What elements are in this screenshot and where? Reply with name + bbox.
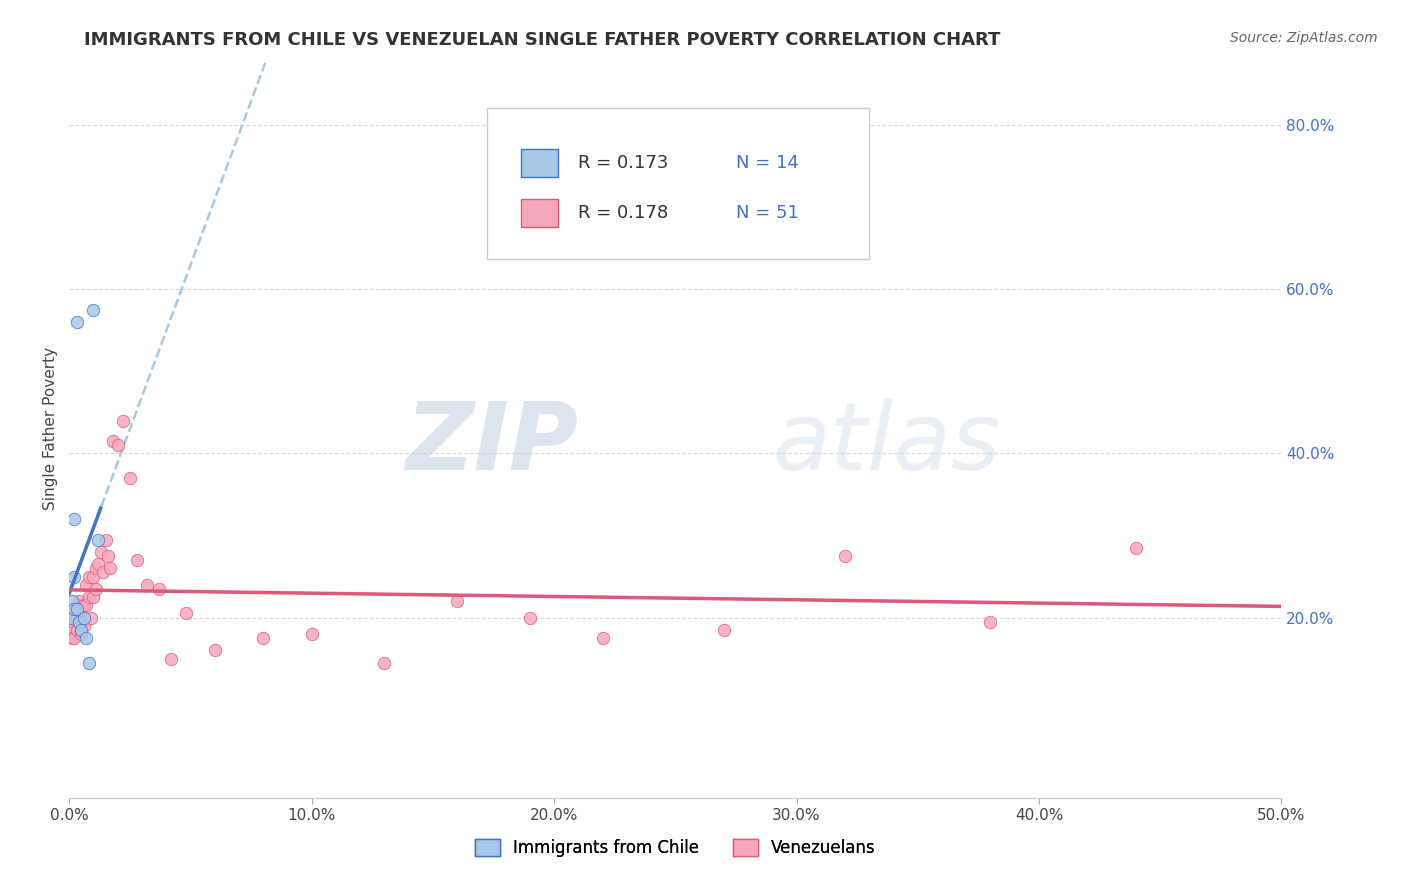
Point [204,643,226,657]
Point [101,434,124,449]
Point [713,623,735,637]
Point [77,590,100,604]
Y-axis label: Single Father Poverty: Single Father Poverty [44,347,58,510]
Point [82,302,104,317]
Point [65,602,87,616]
Text: ZIP: ZIP [405,398,578,490]
Point [67,615,90,629]
Point [111,414,134,428]
Point [301,627,323,641]
Point [84,582,107,596]
Point [73,619,96,633]
Point [63,615,86,629]
Point [446,594,468,608]
Point [70,623,93,637]
Point [82,569,104,583]
Text: R = 0.173: R = 0.173 [578,153,669,172]
Point [107,438,129,452]
Point [65,599,87,613]
Point [252,631,274,645]
Legend: Immigrants from Chile, Venezuelans: Immigrants from Chile, Venezuelans [468,832,883,863]
Point [60,623,83,637]
Point [70,627,93,641]
Point [60,631,83,645]
Point [65,610,87,624]
Point [75,578,97,592]
Point [592,631,614,645]
Point [60,594,83,608]
Point [75,599,97,613]
Text: atlas: atlas [772,398,1001,489]
Text: N = 14: N = 14 [735,153,799,172]
Point [97,549,120,563]
Point [834,549,856,563]
Point [91,566,114,580]
Point [100,561,122,575]
Point [70,602,93,616]
Point [84,561,107,575]
Point [87,558,110,572]
Point [63,569,86,583]
Point [979,615,1001,629]
Point [82,590,104,604]
Point [118,471,141,485]
Bar [522,199,558,227]
Point [148,582,170,596]
Point [127,553,149,567]
Text: Source: ZipAtlas.com: Source: ZipAtlas.com [1230,31,1378,45]
Point [65,315,87,329]
Point [160,651,183,665]
Point [60,610,83,624]
Point [65,623,87,637]
Point [63,602,86,616]
Point [73,599,96,613]
Point [373,656,395,670]
Point [77,569,100,583]
Point [90,545,112,559]
Point [63,512,86,526]
Point [75,631,97,645]
Point [519,610,541,624]
FancyBboxPatch shape [488,108,869,259]
Point [174,607,197,621]
Point [63,602,86,616]
Point [63,631,86,645]
Bar [522,149,558,177]
Text: IMMIGRANTS FROM CHILE VS VENEZUELAN SINGLE FATHER POVERTY CORRELATION CHART: IMMIGRANTS FROM CHILE VS VENEZUELAN SING… [84,31,1001,49]
Point [73,610,96,624]
Point [60,610,83,624]
Point [67,615,90,629]
Point [67,594,90,608]
Point [77,656,100,670]
Point [80,610,103,624]
Text: R = 0.178: R = 0.178 [578,204,669,222]
Point [94,533,117,547]
Point [87,533,110,547]
Text: N = 51: N = 51 [735,204,799,222]
Point [135,578,157,592]
Point [1125,541,1147,555]
Point [70,615,93,629]
